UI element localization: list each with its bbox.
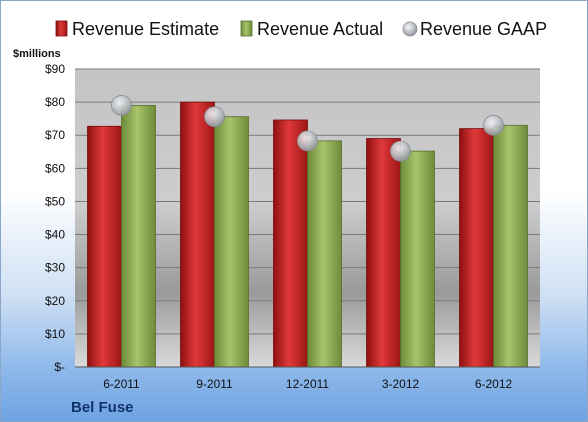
y-tick-label: $50 [45, 194, 65, 208]
legend-label: Revenue Actual [257, 19, 383, 39]
x-tick-label: 6-2011 [103, 377, 140, 391]
x-tick-label: 12-2011 [286, 377, 329, 391]
y-tick-label: $60 [45, 161, 65, 175]
x-tick-label: 6-2012 [475, 377, 513, 391]
y-tick-label: $10 [45, 327, 65, 341]
legend-label: Revenue GAAP [420, 19, 547, 39]
bar-revenue-actual [214, 116, 249, 368]
legend-swatch [240, 20, 253, 37]
marker-revenue-gaap [204, 106, 225, 128]
bar-revenue-estimate [366, 138, 401, 368]
marker-revenue-gaap [390, 140, 411, 162]
y-tick-label: $20 [45, 294, 65, 308]
bar-revenue-estimate [459, 128, 494, 368]
y-tick-label: $40 [45, 228, 65, 242]
marker-revenue-gaap [483, 114, 504, 136]
y-axis-label: $millions [13, 48, 61, 60]
bar-revenue-actual [493, 124, 528, 368]
marker-revenue-gaap [111, 95, 132, 116]
y-tick-label: $90 [45, 62, 65, 76]
y-tick-label: $80 [45, 95, 65, 109]
x-tick-label: 3-2012 [382, 377, 420, 391]
bar-revenue-actual [400, 150, 435, 368]
marker-revenue-gaap [297, 130, 318, 152]
bar-revenue-estimate [180, 101, 215, 368]
bar-revenue-actual [121, 105, 156, 368]
legend-label: Revenue Estimate [72, 19, 219, 39]
y-tick-label: $- [54, 360, 65, 374]
bar-revenue-actual [307, 140, 342, 368]
company-name: Bel Fuse [71, 399, 134, 416]
legend-swatch [55, 20, 68, 37]
x-tick-label: 9-2011 [196, 377, 233, 391]
y-tick-label: $30 [45, 261, 65, 275]
y-tick-label: $70 [45, 128, 65, 142]
bar-revenue-estimate [87, 125, 122, 368]
legend-swatch [402, 21, 418, 37]
bar-revenue-estimate [273, 119, 308, 368]
